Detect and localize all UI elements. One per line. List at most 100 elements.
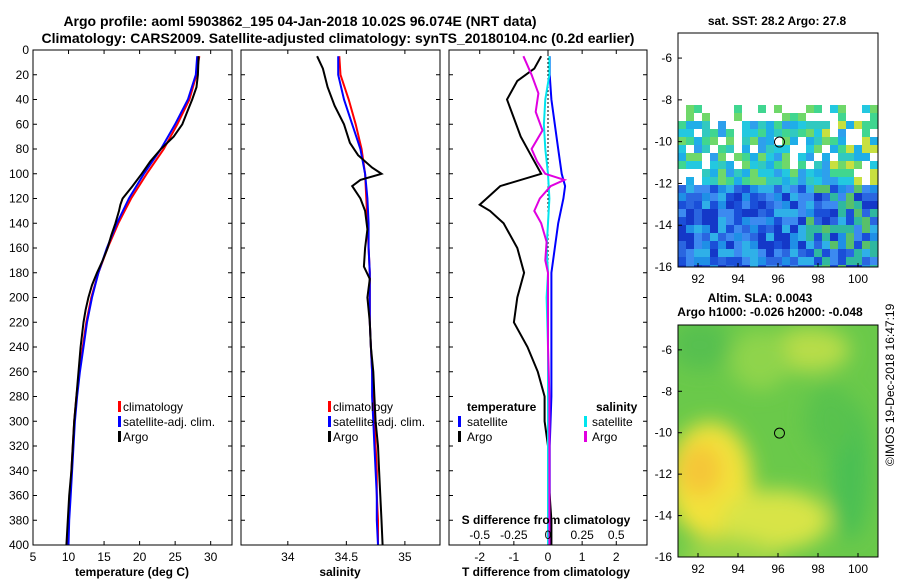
sst-cell <box>838 265 846 267</box>
sst-cell <box>758 185 766 193</box>
sst-cell <box>782 129 790 137</box>
sst-cell <box>846 193 854 201</box>
sst-cell <box>782 201 790 209</box>
sst-cell <box>838 233 846 241</box>
sst-map-cells <box>678 105 878 267</box>
sst-cell <box>694 161 702 169</box>
sst-cell <box>750 153 758 161</box>
sst-cell <box>814 177 822 185</box>
sst-cell <box>790 249 798 257</box>
sst-cell <box>862 209 870 217</box>
sst-cell <box>710 177 718 185</box>
sst-cell <box>798 265 806 267</box>
legend-sal-argo: Argo <box>592 430 618 444</box>
sst-cell <box>774 121 782 129</box>
sst-cell <box>814 105 822 113</box>
sst-cell <box>678 241 686 249</box>
sst-cell <box>814 121 822 129</box>
sst-cell <box>798 233 806 241</box>
sst-cell <box>830 209 838 217</box>
sst-cell <box>798 161 806 169</box>
sst-cell <box>838 249 846 257</box>
legend-temp-satellite: satellite <box>467 415 508 429</box>
sst-cell <box>678 233 686 241</box>
sst-cell <box>806 105 814 113</box>
difference-legend: temperature satellite Argo salinity sate… <box>458 400 638 444</box>
sst-cell <box>742 193 750 201</box>
sst-cell <box>838 185 846 193</box>
sst-cell <box>710 137 718 145</box>
sst-float-marker <box>773 136 785 148</box>
difference-frame <box>448 49 648 546</box>
sst-cell <box>846 185 854 193</box>
sst-cell <box>726 201 734 209</box>
x-tick-label: 5 <box>30 550 37 564</box>
map-y-tick-label: -10 <box>655 426 673 440</box>
legend-argo: Argo <box>333 430 359 444</box>
sst-cell <box>782 241 790 249</box>
x-tick-label: 2 <box>613 550 620 564</box>
sst-cell <box>862 265 870 267</box>
sst-cell <box>798 169 806 177</box>
sst-cell <box>814 233 822 241</box>
sst-cell <box>726 217 734 225</box>
sst-cell <box>694 257 702 265</box>
sst-cell <box>742 161 750 169</box>
sst-cell <box>814 257 822 265</box>
sst-cell <box>782 193 790 201</box>
y-tick-label: 360 <box>9 489 29 503</box>
sst-cell <box>862 217 870 225</box>
sst-cell <box>702 169 710 177</box>
legend-swatch-satellite <box>118 416 121 427</box>
sst-cell <box>766 217 774 225</box>
sst-cell <box>734 185 742 193</box>
x-tick-label: 34.5 <box>335 550 359 564</box>
sst-cell <box>686 121 694 129</box>
sst-cell <box>830 185 838 193</box>
sst-cell <box>710 193 718 201</box>
sst-cell <box>678 193 686 201</box>
map-x-tick-label: 94 <box>731 272 745 286</box>
sst-cell <box>750 185 758 193</box>
sst-cell <box>814 209 822 217</box>
sst-cell <box>742 265 750 267</box>
sst-cell <box>806 121 814 129</box>
sst-cell <box>726 233 734 241</box>
sst-cell <box>790 185 798 193</box>
sst-cell <box>774 241 782 249</box>
sst-cell <box>822 265 830 267</box>
sst-cell <box>742 153 750 161</box>
sst-cell <box>710 249 718 257</box>
sst-cell <box>750 169 758 177</box>
sst-cell <box>678 209 686 217</box>
sst-cell <box>758 193 766 201</box>
y-tick-label: 80 <box>16 142 30 156</box>
legend-swatch-argo <box>328 431 331 442</box>
sst-cell <box>710 129 718 137</box>
sst-cell <box>686 153 694 161</box>
sst-cell <box>814 201 822 209</box>
sst-cell <box>766 177 774 185</box>
y-tick-label: 60 <box>16 117 30 131</box>
sst-cell <box>750 121 758 129</box>
legend-argo: Argo <box>123 430 149 444</box>
sst-cell <box>830 137 838 145</box>
sst-cell <box>830 241 838 249</box>
sst-cell <box>710 241 718 249</box>
sst-cell <box>686 257 694 265</box>
sst-cell <box>766 169 774 177</box>
y-tick-label: 0 <box>22 43 29 57</box>
sst-cell <box>854 177 862 185</box>
sst-cell <box>862 153 870 161</box>
sst-cell <box>694 193 702 201</box>
sst-cell <box>710 161 718 169</box>
sst-cell <box>758 105 766 113</box>
sst-cell <box>742 233 750 241</box>
sst-cell <box>798 121 806 129</box>
sst-cell <box>678 121 686 129</box>
sst-cell <box>822 129 830 137</box>
sst-cell <box>862 225 870 233</box>
sst-cell <box>734 169 742 177</box>
sst-cell <box>830 257 838 265</box>
sst-cell <box>774 217 782 225</box>
